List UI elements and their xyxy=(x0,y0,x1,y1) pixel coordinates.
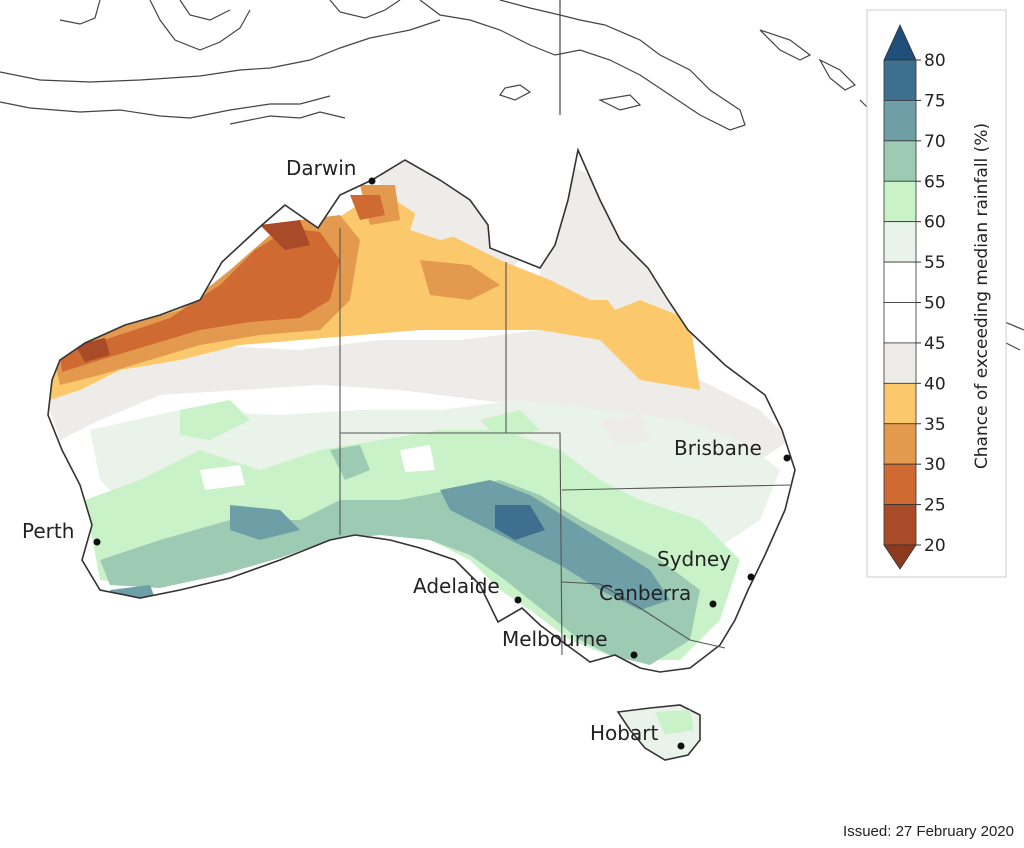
legend-colorbar xyxy=(883,24,917,570)
legend-bin-30-35 xyxy=(883,423,917,465)
city-dot-adelaide[interactable] xyxy=(514,596,522,604)
legend-bin-50-55 xyxy=(883,261,917,303)
legend: 80 75 70 65 60 55 50 45 40 35 30 25 20 Chance of exc… xyxy=(866,9,1007,578)
city-label-adelaide: Adelaide xyxy=(413,574,500,598)
issued-date: Issued: 27 February 2020 xyxy=(843,823,1014,840)
legend-tick-label: 45 xyxy=(924,334,946,354)
city-label-brisbane: Brisbane xyxy=(674,436,762,460)
legend-tick-label: 35 xyxy=(924,415,946,435)
city-label-darwin: Darwin xyxy=(286,156,356,180)
legend-bin-70-75 xyxy=(883,100,917,142)
tasmania-wet-patch xyxy=(655,710,694,735)
legend-under-arrow xyxy=(883,544,917,570)
legend-tick-label: 70 xyxy=(924,132,946,152)
legend-bin-60-65 xyxy=(883,180,917,223)
legend-bin-20-25 xyxy=(883,504,917,546)
legend-bin-40-45 xyxy=(883,342,917,384)
legend-tick-label: 50 xyxy=(924,294,946,314)
city-label-perth: Perth xyxy=(22,519,74,543)
legend-bin-55-60 xyxy=(883,221,917,263)
city-dot-brisbane[interactable] xyxy=(783,454,791,462)
rainfall-probability-fields xyxy=(48,150,795,672)
legend-bin-65-70 xyxy=(883,140,917,182)
city-label-melbourne: Melbourne xyxy=(502,627,608,651)
city-dot-darwin[interactable] xyxy=(368,177,376,185)
legend-tick-label: 30 xyxy=(924,455,946,475)
legend-tick-label: 60 xyxy=(924,213,946,233)
city-dot-hobart[interactable] xyxy=(677,742,685,750)
city-dot-sydney[interactable] xyxy=(747,573,755,581)
legend-tick-label: 25 xyxy=(924,496,946,516)
legend-tick-labels: 80 75 70 65 60 55 50 45 40 35 30 25 20 xyxy=(916,51,946,556)
legend-bin-45-50 xyxy=(883,302,917,344)
city-dot-perth[interactable] xyxy=(93,538,101,546)
legend-bin-75-80 xyxy=(883,59,917,101)
legend-tick-label: 75 xyxy=(924,91,946,111)
city-markers: Darwin Brisbane Perth Sydney Adelaide Ca… xyxy=(22,156,791,750)
legend-title: Chance of exceeding median rainfall (%) xyxy=(972,123,992,469)
city-label-sydney: Sydney xyxy=(657,547,731,571)
city-dot-melbourne[interactable] xyxy=(630,651,638,659)
legend-tick-label: 40 xyxy=(924,374,946,394)
legend-bin-35-40 xyxy=(883,382,917,425)
city-label-canberra: Canberra xyxy=(599,581,691,605)
state-borders xyxy=(339,228,791,656)
legend-bin-25-30 xyxy=(883,463,917,505)
city-dot-canberra[interactable] xyxy=(709,600,717,608)
city-label-hobart: Hobart xyxy=(590,721,658,745)
legend-tick-label: 20 xyxy=(924,536,946,556)
legend-tick-label: 80 xyxy=(924,51,946,71)
legend-tick-label: 55 xyxy=(924,253,946,273)
legend-tick-label: 65 xyxy=(924,172,946,192)
